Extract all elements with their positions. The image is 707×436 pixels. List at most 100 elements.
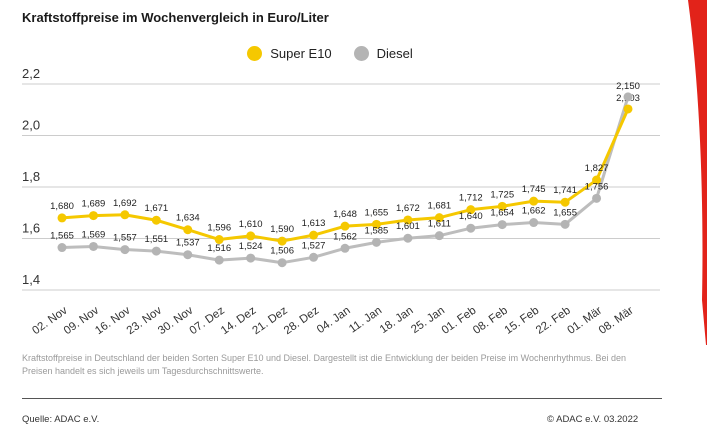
data-point-diesel — [88, 241, 98, 251]
data-point-super-e10 — [623, 104, 633, 114]
chart-legend: Super E10 Diesel — [0, 46, 660, 61]
x-tick-label: 15. Feb — [503, 305, 542, 337]
data-point-super-e10 — [246, 231, 256, 241]
legend-item-super-e10: Super E10 — [247, 46, 332, 61]
data-point-super-e10 — [560, 197, 570, 207]
data-point-diesel — [497, 220, 507, 230]
chart-note: Kraftstoffpreise in Deutschland der beid… — [22, 353, 626, 376]
data-label-super-e10: 1,648 — [333, 209, 357, 220]
x-tick-label: 25. Jan — [409, 305, 447, 336]
data-label-diesel: 1,601 — [396, 221, 420, 232]
y-tick-label: 2,0 — [22, 118, 40, 133]
x-tick-label: 23. Nov — [125, 304, 165, 337]
data-label-super-e10: 1,596 — [207, 223, 231, 234]
data-point-super-e10 — [592, 175, 602, 185]
data-point-diesel — [592, 193, 602, 203]
data-point-diesel — [529, 218, 539, 228]
data-label-diesel: 1,506 — [270, 246, 294, 257]
data-label-diesel: 1,585 — [365, 225, 389, 236]
data-point-diesel — [246, 253, 256, 263]
y-tick-label: 2,2 — [22, 66, 40, 81]
y-tick-label: 1,8 — [22, 169, 40, 184]
data-label-diesel: 1,756 — [585, 181, 609, 192]
data-label-super-e10: 1,610 — [239, 219, 263, 230]
data-label-super-e10: 1,680 — [50, 201, 74, 212]
data-label-super-e10: 1,613 — [302, 218, 326, 229]
data-label-diesel: 1,569 — [82, 229, 106, 240]
data-label-diesel: 1,537 — [176, 238, 200, 249]
data-point-super-e10 — [309, 230, 319, 240]
y-tick-label: 1,4 — [22, 272, 40, 287]
data-point-super-e10 — [403, 215, 413, 225]
x-tick-label: 01. Mär — [565, 305, 604, 337]
data-label-diesel: 1,527 — [302, 240, 326, 251]
data-point-super-e10 — [120, 210, 130, 220]
data-point-super-e10 — [183, 225, 193, 235]
data-label-super-e10: 1,827 — [585, 163, 609, 174]
x-tick-label: 07. Dez — [188, 304, 228, 337]
legend-swatch-diesel — [353, 46, 369, 61]
x-tick-label: 09. Nov — [62, 304, 102, 337]
legend-swatch-super-e10 — [247, 46, 263, 61]
data-point-diesel — [466, 223, 476, 233]
data-point-super-e10 — [151, 215, 161, 225]
data-point-super-e10 — [497, 201, 507, 211]
data-point-diesel — [403, 233, 413, 243]
data-label-super-e10: 1,681 — [427, 201, 451, 212]
data-point-super-e10 — [277, 236, 287, 246]
data-label-diesel: 1,565 — [50, 231, 74, 242]
data-label-super-e10: 1,692 — [113, 198, 137, 209]
x-tick-label: 08. Mär — [597, 305, 636, 337]
data-point-diesel — [151, 246, 161, 256]
x-tick-label: 02. Nov — [30, 304, 70, 337]
legend-label-super-e10: Super E10 — [270, 46, 332, 61]
x-tick-label: 18. Jan — [378, 305, 416, 336]
data-point-diesel — [434, 231, 444, 241]
data-label-super-e10: 1,725 — [490, 189, 514, 200]
data-point-diesel — [371, 237, 381, 247]
data-point-super-e10 — [57, 213, 67, 223]
data-point-super-e10 — [529, 196, 539, 206]
x-tick-label: 01. Feb — [440, 305, 479, 337]
footer-divider — [22, 398, 662, 399]
data-point-super-e10 — [434, 213, 444, 223]
chart-title: Kraftstoffpreise im Wochenvergleich in E… — [22, 10, 329, 25]
data-label-diesel: 1,640 — [459, 211, 483, 222]
x-tick-label: 04. Jan — [315, 305, 353, 336]
data-point-diesel — [120, 245, 130, 255]
data-label-super-e10: 1,590 — [270, 224, 294, 235]
data-point-super-e10 — [88, 211, 98, 221]
copyright-label: © ADAC e.V. 03.2022 — [547, 414, 639, 425]
data-point-diesel — [277, 258, 287, 268]
x-tick-label: 30. Nov — [156, 304, 196, 337]
data-point-super-e10 — [371, 219, 381, 229]
data-label-diesel: 1,524 — [239, 241, 263, 252]
source-label: Quelle: ADAC e.V. — [22, 414, 100, 425]
data-point-super-e10 — [466, 205, 476, 215]
data-point-diesel — [214, 255, 224, 265]
data-label-super-e10: 1,655 — [365, 207, 389, 218]
data-label-diesel: 1,655 — [553, 207, 577, 218]
data-point-super-e10 — [340, 221, 350, 231]
data-label-super-e10: 1,689 — [82, 199, 106, 210]
data-label-diesel: 1,557 — [113, 233, 137, 244]
data-point-super-e10 — [214, 235, 224, 245]
x-tick-label: 16. Nov — [93, 304, 133, 337]
data-label-diesel: 1,611 — [428, 219, 451, 230]
legend-label-diesel: Diesel — [376, 46, 413, 61]
x-tick-label: 11. Jan — [347, 305, 384, 336]
series-line-super-e10 — [61, 108, 630, 243]
data-label-diesel: 1,562 — [333, 231, 357, 242]
data-point-diesel — [309, 252, 319, 262]
data-point-diesel — [623, 92, 633, 102]
data-label-super-e10: 1,634 — [176, 213, 200, 224]
x-tick-label: 21. Dez — [250, 304, 290, 337]
data-point-diesel — [183, 250, 193, 260]
y-tick-label: 1,6 — [22, 221, 40, 236]
data-point-diesel — [560, 219, 570, 229]
legend-item-diesel: Diesel — [353, 46, 413, 61]
data-label-diesel: 1,654 — [490, 208, 514, 219]
data-label-diesel: 2,150 — [616, 81, 640, 92]
data-label-super-e10: 1,671 — [144, 203, 168, 214]
